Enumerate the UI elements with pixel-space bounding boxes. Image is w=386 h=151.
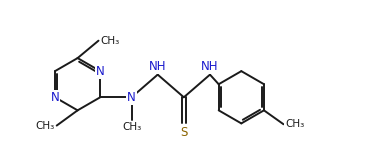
Text: N: N (127, 91, 136, 104)
Text: N: N (51, 91, 59, 104)
Text: CH₃: CH₃ (101, 36, 120, 46)
Text: CH₃: CH₃ (122, 122, 141, 132)
Text: N: N (96, 65, 105, 78)
Text: CH₃: CH₃ (35, 121, 54, 131)
Text: CH₃: CH₃ (285, 119, 305, 129)
Text: S: S (180, 126, 188, 139)
Text: NH: NH (201, 60, 219, 73)
Text: NH: NH (149, 60, 166, 73)
